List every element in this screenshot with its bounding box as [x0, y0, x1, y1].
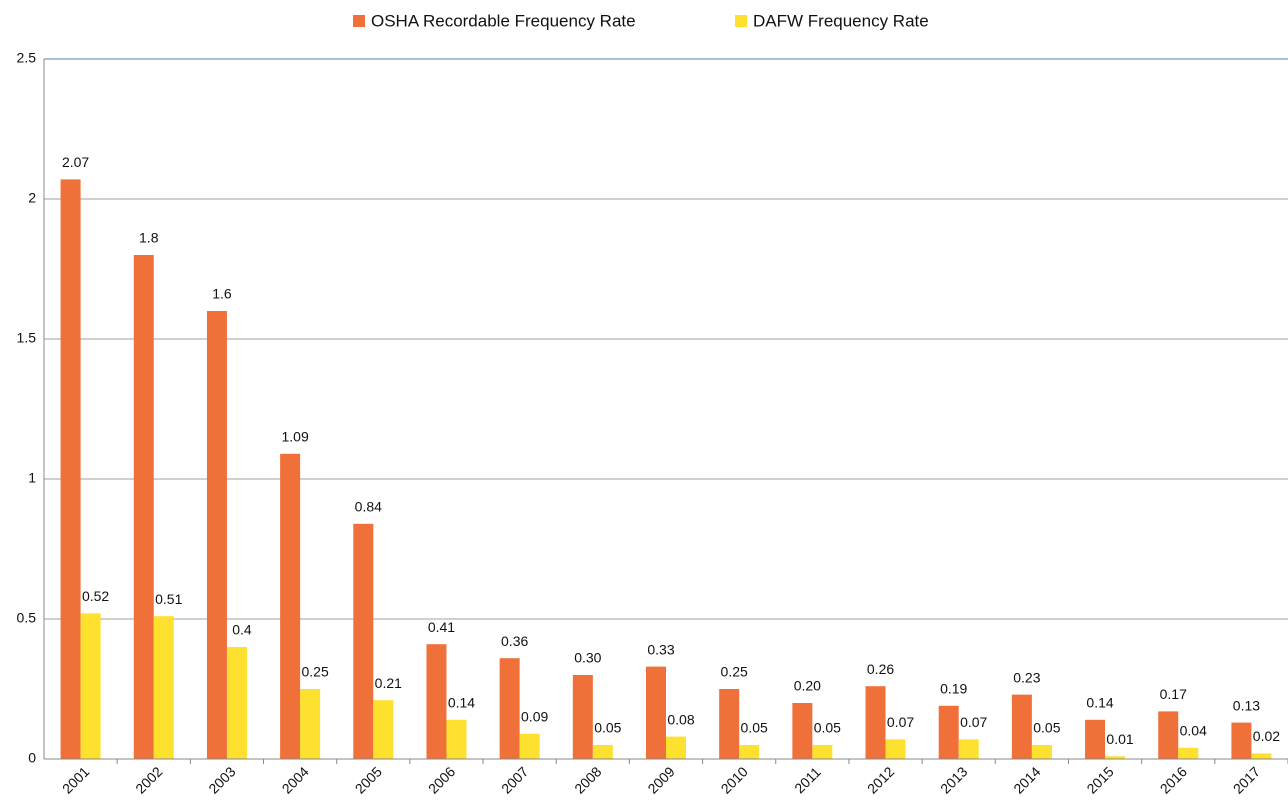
x-tick-label: 2014	[1010, 763, 1043, 796]
value-label: 0.05	[1033, 720, 1060, 736]
bar	[226, 647, 247, 759]
value-label: 0.13	[1233, 697, 1260, 713]
bar	[1251, 753, 1272, 759]
x-tick-label: 2015	[1083, 763, 1116, 796]
bar	[719, 689, 740, 759]
value-label: 0.05	[741, 720, 768, 736]
bar	[646, 666, 666, 759]
value-label: 0.26	[867, 661, 894, 677]
x-tick-label: 2010	[718, 763, 751, 796]
x-tick-label: 2006	[425, 763, 458, 796]
value-label: 0.36	[501, 633, 528, 649]
value-label: 0.19	[940, 681, 967, 697]
value-label: 0.02	[1253, 728, 1280, 744]
x-tick-label: 2017	[1230, 763, 1263, 796]
bar	[885, 739, 906, 759]
value-label: 1.6	[212, 286, 232, 302]
value-label: 0.14	[1086, 695, 1113, 711]
legend-label: DAFW Frequency Rate	[753, 11, 929, 30]
x-tick-label: 2008	[571, 763, 604, 796]
value-label: 0.25	[721, 664, 748, 680]
x-tick-label: 2005	[352, 763, 385, 796]
x-tick-label: 2012	[864, 763, 897, 796]
bar	[280, 453, 301, 759]
value-label: 0.20	[794, 678, 821, 694]
bar	[1231, 722, 1252, 759]
bar	[592, 745, 613, 759]
x-tick-label: 2002	[132, 763, 165, 796]
value-label: 0.23	[1013, 669, 1040, 685]
bar	[666, 736, 686, 759]
value-label: 0.07	[887, 714, 914, 730]
bar	[572, 675, 593, 759]
bar	[206, 311, 227, 759]
value-label: 0.4	[232, 622, 252, 638]
x-tick-label: 2009	[644, 763, 677, 796]
bar	[938, 705, 959, 759]
bar	[1178, 747, 1199, 759]
value-label: 0.05	[814, 720, 841, 736]
value-label: 0.25	[301, 664, 328, 680]
value-label: 0.07	[960, 714, 987, 730]
bar	[1085, 719, 1106, 759]
value-label: 0.09	[521, 709, 548, 725]
bar	[426, 644, 447, 759]
value-label: 0.14	[448, 695, 475, 711]
value-label: 0.41	[428, 619, 455, 635]
value-label: 1.09	[281, 429, 308, 445]
value-label: 0.21	[375, 675, 402, 691]
bar	[812, 745, 833, 759]
value-label: 1.8	[139, 230, 159, 246]
bar	[519, 733, 540, 759]
bar	[373, 700, 394, 759]
bar	[1011, 694, 1032, 759]
y-tick-label: 2	[28, 190, 36, 206]
y-tick-label: 0.5	[17, 610, 37, 626]
bar	[1105, 756, 1126, 759]
bar	[1158, 711, 1179, 759]
y-tick-label: 0	[28, 750, 36, 766]
y-tick-label: 1.5	[17, 330, 37, 346]
x-tick-label: 2011	[791, 764, 824, 797]
value-label: 0.08	[667, 711, 694, 727]
x-tick-label: 2007	[498, 763, 531, 796]
x-tick-label: 2016	[1157, 763, 1190, 796]
bar	[60, 179, 81, 759]
value-label: 0.52	[82, 588, 109, 604]
bar	[153, 616, 174, 759]
value-label: 2.07	[62, 154, 89, 170]
bar	[133, 255, 154, 759]
value-label: 0.17	[1160, 686, 1187, 702]
bar	[353, 523, 374, 759]
legend-swatch	[735, 15, 747, 27]
x-tick-label: 2001	[59, 763, 92, 796]
bar	[80, 613, 101, 759]
value-label: 0.84	[355, 499, 382, 515]
bar	[1031, 745, 1052, 759]
value-label: 0.33	[647, 641, 674, 657]
y-tick-label: 2.5	[17, 50, 37, 66]
value-label: 0.51	[155, 591, 182, 607]
y-tick-label: 1	[28, 470, 36, 486]
x-tick-label: 2003	[205, 763, 238, 796]
bar	[300, 689, 321, 759]
bar	[499, 658, 520, 759]
bar	[958, 739, 979, 759]
value-label: 0.05	[594, 720, 621, 736]
bar	[792, 703, 813, 759]
x-tick-label: 2013	[937, 763, 970, 796]
legend-label: OSHA Recordable Frequency Rate	[371, 11, 636, 30]
bar	[739, 745, 760, 759]
value-label: 0.04	[1180, 723, 1207, 739]
bar	[865, 686, 886, 759]
value-label: 0.01	[1106, 731, 1133, 747]
bar	[446, 719, 467, 759]
legend-swatch	[353, 15, 365, 27]
value-label: 0.30	[574, 650, 601, 666]
x-tick-label: 2004	[279, 763, 312, 796]
